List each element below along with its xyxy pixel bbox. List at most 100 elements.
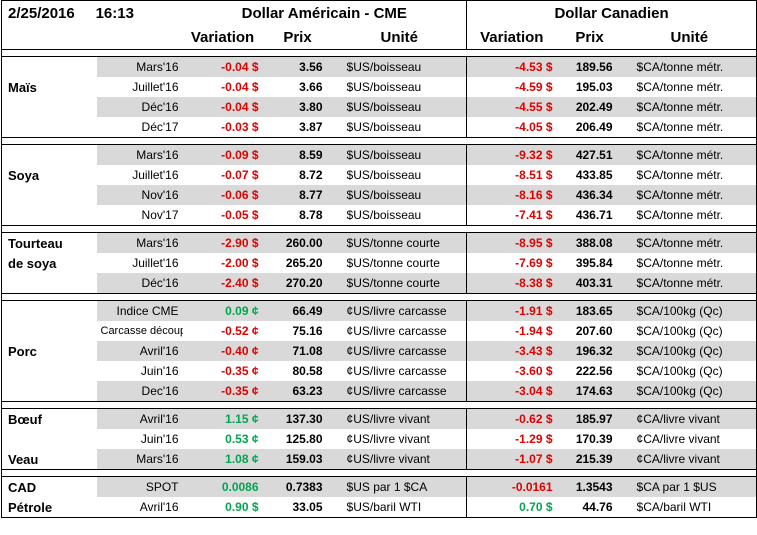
us-variation: -0.07 $ [221, 168, 259, 182]
ca-unit: $CA/100kg (Qc) [636, 364, 723, 378]
data-row: Nov'17 -0.05 $ 8.78 $US/boisseau -7.41 $ 436.… [2, 205, 757, 226]
ca-price: 388.08 [556, 232, 623, 253]
ca-price: 174.63 [556, 381, 623, 402]
us-variation: -0.06 $ [182, 185, 263, 205]
us-unit: $US/boisseau [332, 97, 467, 117]
ca-variation: -8.95 $ [466, 232, 557, 253]
data-row: Déc'16 -2.40 $270.20 $US/tonne courte -8.38… [2, 273, 757, 294]
label-cell [2, 429, 97, 449]
data-row: Indice CME 0.09 ¢ 66.49 ¢US/livre carcasse -… [2, 300, 757, 322]
label-cell [2, 145, 97, 166]
separator-cell [1, 469, 757, 477]
separator-cell [1, 137, 757, 145]
us-variation: -2.90 $ [182, 232, 263, 253]
contract: Juillet'16 [132, 80, 179, 94]
us-variation: -0.35 ¢ [221, 364, 259, 378]
contract: Dec'16 [96, 381, 183, 402]
ca-unit: ¢CA/livre vivant [636, 432, 720, 446]
contract: Déc'17 [141, 120, 179, 134]
ca-variation: -4.53 $ [466, 56, 557, 77]
ca-unit: $CA/tonne métr. [636, 208, 724, 222]
ca-variation: -1.29 $ [466, 429, 557, 449]
data-row: Bœuf Avril'16 1.15 ¢ 137.30 ¢US/livre vivant… [2, 408, 757, 429]
ca-variation: -7.41 $ [466, 205, 557, 226]
ca-unit: ¢CA/livre vivant [622, 449, 757, 470]
ca-price: 1.3543 [556, 476, 623, 497]
contract: Indice CME [96, 300, 183, 321]
us-unit: ¢US/livre vivant [332, 449, 467, 470]
ca-price: 196.32 [556, 341, 623, 361]
contract: SPOT [96, 476, 183, 497]
us-variation: 0.53 ¢ [225, 432, 259, 446]
data-row: Soya Juillet'16 -0.07 $ 8.72 $US/boisseau -8.… [2, 165, 757, 185]
us-variation: -2.40 $ [182, 273, 263, 294]
us-unit: ¢US/livre carcasse [346, 324, 447, 338]
group-label: Veau [8, 451, 39, 467]
group-label: Porc [8, 343, 37, 359]
contract: Mars'16 [96, 449, 183, 470]
column-header: Variation [466, 25, 557, 50]
separator [1, 293, 757, 301]
ca-variation: -3.43 $ [466, 341, 557, 361]
us-price: 265.20 [285, 256, 323, 270]
ca-unit: $CA/tonne métr. [636, 256, 724, 270]
contract: Déc'16 [96, 97, 183, 117]
ca-variation: -8.38 $ [466, 273, 557, 294]
ca-unit: $CA/tonne métr. [622, 97, 757, 117]
ca-variation: -7.69 $ [466, 253, 557, 273]
ca-price: 189.56 [556, 56, 623, 77]
ca-unit: $CA par 1 $US [622, 476, 757, 497]
us-unit: $US/baril WTI [346, 500, 422, 514]
us-price: 33.05 [292, 500, 323, 514]
us-unit: ¢US/livre carcasse [332, 300, 467, 321]
date: 2/25/2016 [8, 4, 75, 22]
contract: Nov'17 [141, 208, 179, 222]
us-unit: $US/boisseau [346, 80, 422, 94]
data-row: Pétrole Avril'16 0.90 $ 33.05 $US/baril WTI 0… [2, 497, 757, 518]
us-price: 71.08 [262, 341, 333, 361]
ca-variation: -0.0161 [466, 476, 557, 497]
label-cell [2, 57, 97, 78]
data-row: Carcasse découpée -0.52 ¢ 75.16 ¢US/livre c… [2, 321, 757, 341]
time: 16:13 [95, 4, 134, 22]
contract: Mars'16 [96, 56, 183, 77]
us-price: 3.87 [299, 120, 323, 134]
us-unit: ¢US/livre carcasse [346, 364, 447, 378]
ca-variation: -3.04 $ [466, 381, 557, 402]
column-header: Prix [575, 28, 604, 46]
us-variation: -0.35 ¢ [182, 381, 263, 402]
us-price: 125.80 [285, 432, 323, 446]
us-variation: 0.0086 [182, 476, 263, 497]
price-table: 2/25/2016 16:13 Dollar Américain - CME D… [1, 0, 757, 518]
ca-unit: $CA/100kg (Qc) [622, 381, 757, 402]
us-unit: $US/boisseau [346, 208, 422, 222]
contract: Juillet'16 [132, 168, 179, 182]
data-row: Mars'16 -0.04 $3.56 $US/boisseau -4.53 $189… [2, 56, 757, 78]
column-header: Unité [670, 28, 709, 46]
ca-variation: -1.91 $ [466, 300, 557, 321]
us-variation: -0.04 $ [182, 97, 263, 117]
data-row: Déc'16 -0.04 $3.80 $US/boisseau -4.55 $202.… [2, 97, 757, 117]
column-header: Unité [380, 28, 419, 46]
contract: Avril'16 [96, 408, 183, 429]
us-title: Dollar Américain - CME [241, 4, 407, 22]
ca-price: 215.39 [556, 449, 623, 470]
data-row: Veau Mars'16 1.08 ¢ 159.03 ¢US/livre vivant -… [2, 449, 757, 470]
ca-variation: -4.55 $ [466, 97, 557, 117]
ca-price: 183.65 [556, 300, 623, 321]
group-label: de soya [8, 255, 57, 271]
ca-variation: -1.94 $ [466, 321, 557, 341]
contract: Juin'16 [140, 364, 179, 378]
ca-price: 436.71 [575, 208, 613, 222]
data-row: Dec'16 -0.35 ¢ 63.23 ¢US/livre carcasse -3.0… [2, 381, 757, 402]
us-unit: $US/boisseau [346, 168, 422, 182]
ca-variation: -4.59 $ [466, 77, 557, 97]
label-cell [2, 185, 97, 205]
data-row: Juin'16 -0.35 ¢ 80.58 ¢US/livre carcasse -3.… [2, 361, 757, 381]
data-row: Nov'16 -0.06 $8.77 $US/boisseau -8.16 $436.… [2, 185, 757, 205]
contract: Déc'16 [96, 273, 183, 294]
label-cell [2, 361, 97, 381]
ca-unit: $CA/tonne métr. [622, 144, 757, 165]
ca-unit: $CA/100kg (Qc) [636, 324, 723, 338]
label-cell [2, 301, 97, 322]
